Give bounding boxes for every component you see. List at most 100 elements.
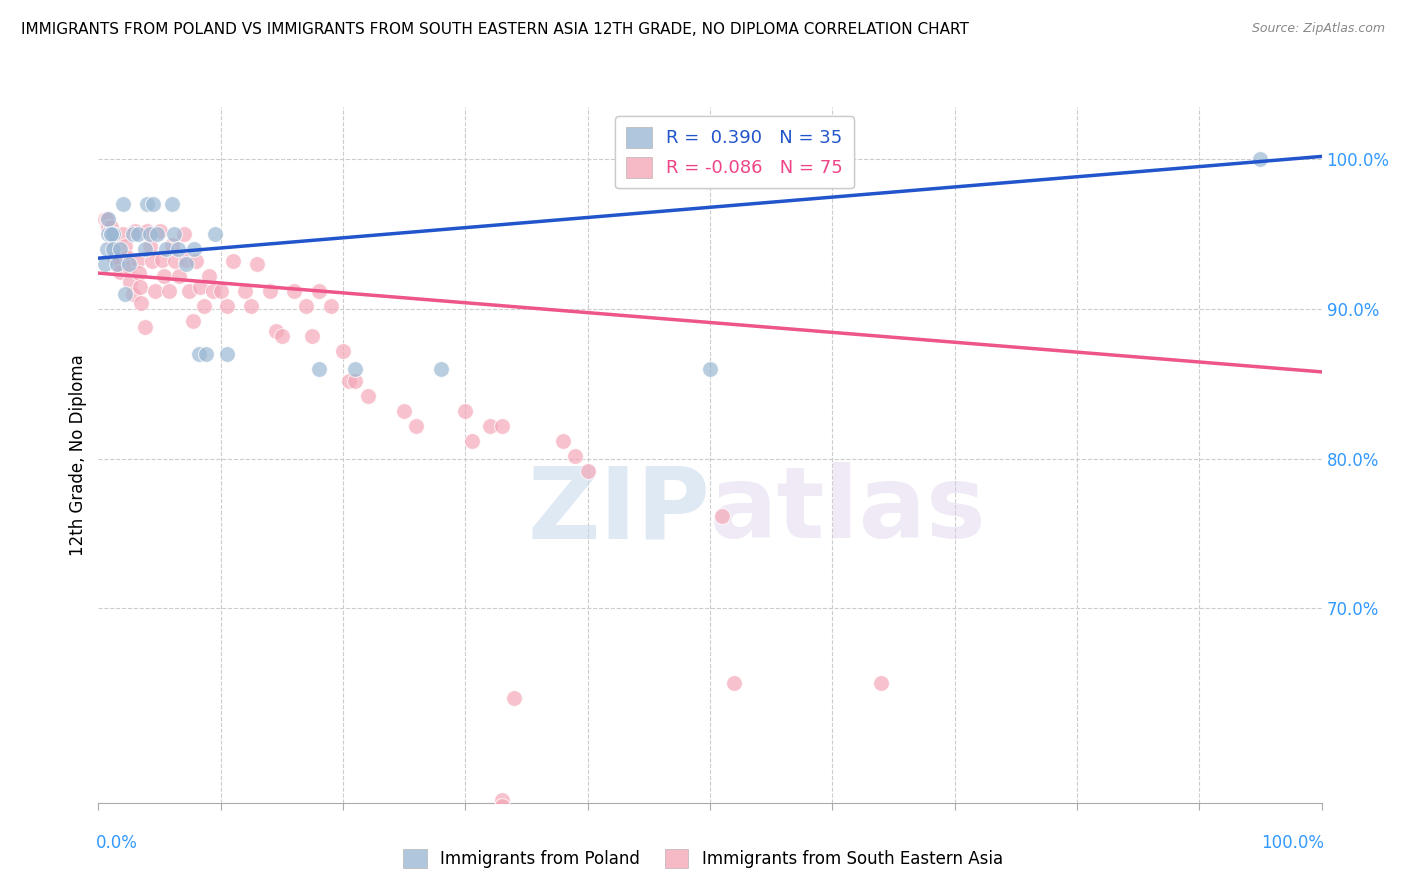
Point — [157, 284, 180, 298]
Point — [259, 284, 281, 298]
Point — [96, 242, 118, 256]
Point — [100, 227, 122, 242]
Point — [124, 224, 146, 238]
Point — [344, 374, 367, 388]
Point — [134, 242, 156, 256]
Point — [270, 329, 294, 343]
Point — [699, 362, 721, 376]
Point — [105, 257, 128, 271]
Point — [127, 227, 149, 242]
Point — [576, 464, 599, 478]
Point — [100, 227, 122, 242]
Point — [491, 793, 513, 807]
Point — [121, 227, 143, 242]
Point — [97, 227, 120, 242]
Point — [146, 227, 169, 242]
Point — [564, 449, 586, 463]
Point — [177, 284, 200, 298]
Point — [128, 266, 150, 280]
Point — [187, 347, 209, 361]
Point — [155, 242, 177, 256]
Point — [167, 269, 190, 284]
Point — [118, 260, 141, 274]
Point — [870, 676, 893, 690]
Point — [308, 362, 330, 376]
Text: ZIP: ZIP — [527, 462, 710, 559]
Point — [723, 676, 745, 690]
Point — [176, 252, 198, 267]
Point — [283, 284, 305, 298]
Point — [114, 239, 136, 253]
Point — [101, 242, 124, 256]
Text: IMMIGRANTS FROM POLAND VS IMMIGRANTS FROM SOUTH EASTERN ASIA 12TH GRADE, NO DIPL: IMMIGRANTS FROM POLAND VS IMMIGRANTS FRO… — [21, 22, 969, 37]
Point — [97, 212, 120, 227]
Point — [173, 227, 195, 242]
Point — [430, 362, 453, 376]
Point — [478, 418, 501, 433]
Point — [118, 257, 141, 271]
Point — [308, 284, 330, 298]
Point — [114, 287, 136, 301]
Point — [167, 242, 190, 256]
Point — [246, 257, 269, 271]
Point — [295, 299, 318, 313]
Y-axis label: 12th Grade, No Diploma: 12th Grade, No Diploma — [69, 354, 87, 556]
Point — [503, 691, 526, 706]
Legend: Immigrants from Poland, Immigrants from South Eastern Asia: Immigrants from Poland, Immigrants from … — [396, 842, 1010, 875]
Point — [344, 362, 367, 376]
Text: 100.0%: 100.0% — [1261, 834, 1324, 852]
Point — [233, 284, 256, 298]
Point — [222, 254, 245, 268]
Text: atlas: atlas — [710, 462, 987, 559]
Point — [142, 197, 165, 211]
Point — [197, 269, 219, 284]
Point — [193, 299, 215, 313]
Text: Source: ZipAtlas.com: Source: ZipAtlas.com — [1251, 22, 1385, 36]
Point — [163, 227, 186, 242]
Point — [149, 224, 172, 238]
Point — [264, 325, 287, 339]
Point — [165, 254, 187, 268]
Point — [105, 250, 128, 264]
Point — [136, 197, 159, 211]
Point — [96, 212, 118, 227]
Point — [150, 252, 173, 267]
Point — [141, 254, 163, 268]
Point — [143, 284, 166, 298]
Point — [134, 320, 156, 334]
Point — [454, 404, 477, 418]
Point — [711, 508, 734, 523]
Point — [160, 237, 183, 252]
Point — [202, 284, 225, 298]
Point — [204, 227, 226, 242]
Point — [188, 279, 211, 293]
Point — [183, 242, 205, 256]
Point — [111, 197, 134, 211]
Point — [301, 329, 323, 343]
Point — [101, 227, 124, 242]
Point — [111, 227, 134, 242]
Point — [136, 224, 159, 238]
Point — [121, 287, 143, 301]
Text: 0.0%: 0.0% — [96, 834, 138, 852]
Point — [491, 798, 513, 813]
Point — [129, 279, 152, 293]
Point — [392, 404, 416, 418]
Point — [460, 434, 482, 448]
Point — [139, 239, 162, 253]
Point — [337, 374, 360, 388]
Point — [100, 227, 122, 242]
Point — [160, 197, 183, 211]
Point — [139, 227, 162, 242]
Point — [491, 418, 513, 433]
Point — [209, 284, 232, 298]
Point — [110, 242, 132, 256]
Point — [110, 265, 132, 279]
Point — [176, 257, 198, 271]
Point — [186, 254, 208, 268]
Point — [129, 296, 152, 310]
Point — [120, 275, 142, 289]
Point — [103, 250, 125, 264]
Point — [332, 343, 354, 358]
Point — [153, 269, 176, 284]
